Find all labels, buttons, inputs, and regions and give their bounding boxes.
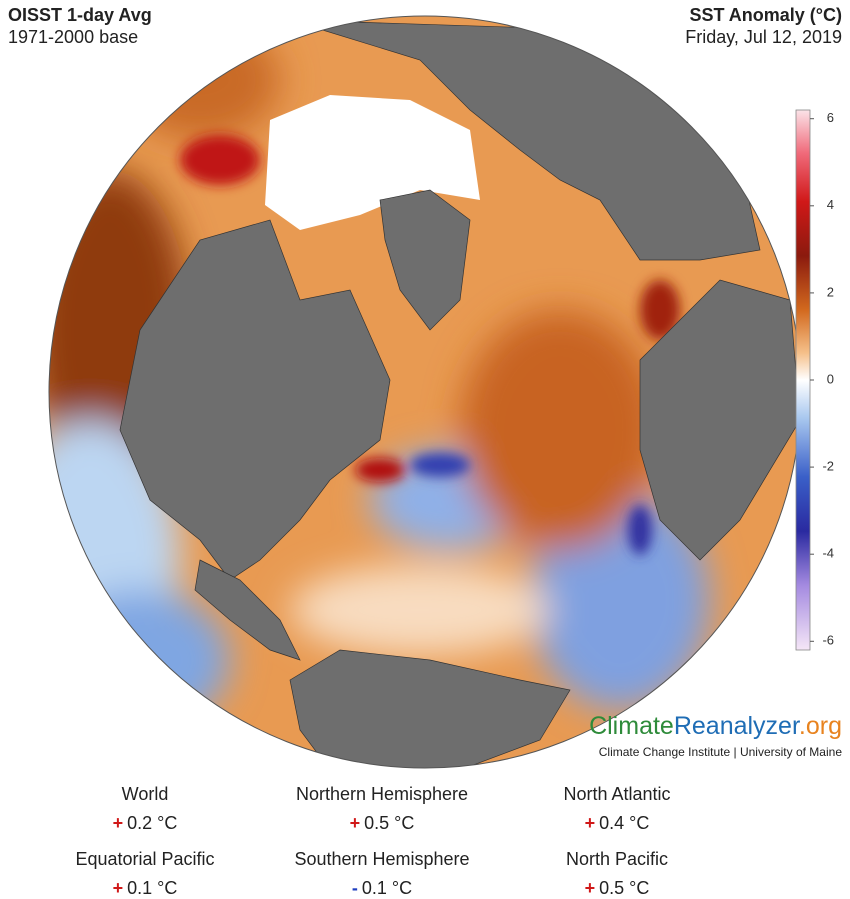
stat-label: North Atlantic xyxy=(563,784,671,804)
stat: North Atlantic +0.4 °C xyxy=(497,784,737,834)
colorbar-tick-label: 0 xyxy=(827,371,834,386)
stat-sign: + xyxy=(112,813,124,833)
stat: Northern Hemisphere +0.5 °C xyxy=(262,784,502,834)
stat-label: Northern Hemisphere xyxy=(295,784,469,804)
stat-value: 0.5 °C xyxy=(364,813,415,833)
colorbar-tick-label: 2 xyxy=(827,284,834,299)
stat: North Pacific +0.5 °C xyxy=(497,849,737,899)
header-left: OISST 1-day Avg 1971-2000 base xyxy=(8,4,152,48)
stat-value: 0.2 °C xyxy=(127,813,178,833)
stat-sign: - xyxy=(351,878,358,898)
title: OISST 1-day Avg xyxy=(8,5,152,25)
logo: ClimateReanalyzer.org Climate Change Ins… xyxy=(589,712,842,759)
globe xyxy=(49,16,801,768)
stat-sign: + xyxy=(584,813,596,833)
stat: Equatorial Pacific +0.1 °C xyxy=(25,849,265,899)
colorbar: 6 4 2 0 -2 -4 -6 xyxy=(795,109,834,651)
stat-label: North Pacific xyxy=(565,849,669,869)
colorbar-tick-label: -4 xyxy=(822,546,834,561)
colorbar-scale xyxy=(795,109,811,651)
logo-part: Reanalyzer xyxy=(673,712,799,740)
stat-sign: + xyxy=(584,878,596,898)
subtitle: 1971-2000 base xyxy=(8,27,139,47)
anomaly-title: SST Anomaly (°C) xyxy=(689,5,842,25)
stat-value: 0.1 °C xyxy=(361,878,413,898)
stat-value: 0.5 °C xyxy=(599,878,650,898)
colorbar-tick-label: 4 xyxy=(827,197,834,212)
stat-sign: + xyxy=(349,813,361,833)
stat-label: World xyxy=(121,784,169,804)
stat-label: Southern Hemisphere xyxy=(294,849,470,869)
map: 6 4 2 0 -2 -4 -6 xyxy=(48,15,834,769)
logo-credit: Climate Change Institute | University of… xyxy=(598,745,842,759)
logo-part: Climate xyxy=(589,712,674,740)
stat-label: Equatorial Pacific xyxy=(75,849,215,869)
header-right: SST Anomaly (°C) Friday, Jul 12, 2019 xyxy=(685,4,842,48)
stat: World +0.2 °C xyxy=(25,784,265,834)
stat: Southern Hemisphere -0.1 °C xyxy=(262,849,502,899)
colorbar-tick-label: 6 xyxy=(827,110,834,125)
colorbar-tick-label: -2 xyxy=(822,459,834,474)
colorbar-tick-label: -6 xyxy=(822,633,834,648)
date: Friday, Jul 12, 2019 xyxy=(685,27,842,47)
logo-part: .org xyxy=(798,712,842,740)
stat-value: 0.1 °C xyxy=(127,878,178,898)
stat-value: 0.4 °C xyxy=(599,813,650,833)
stat-sign: + xyxy=(112,878,124,898)
